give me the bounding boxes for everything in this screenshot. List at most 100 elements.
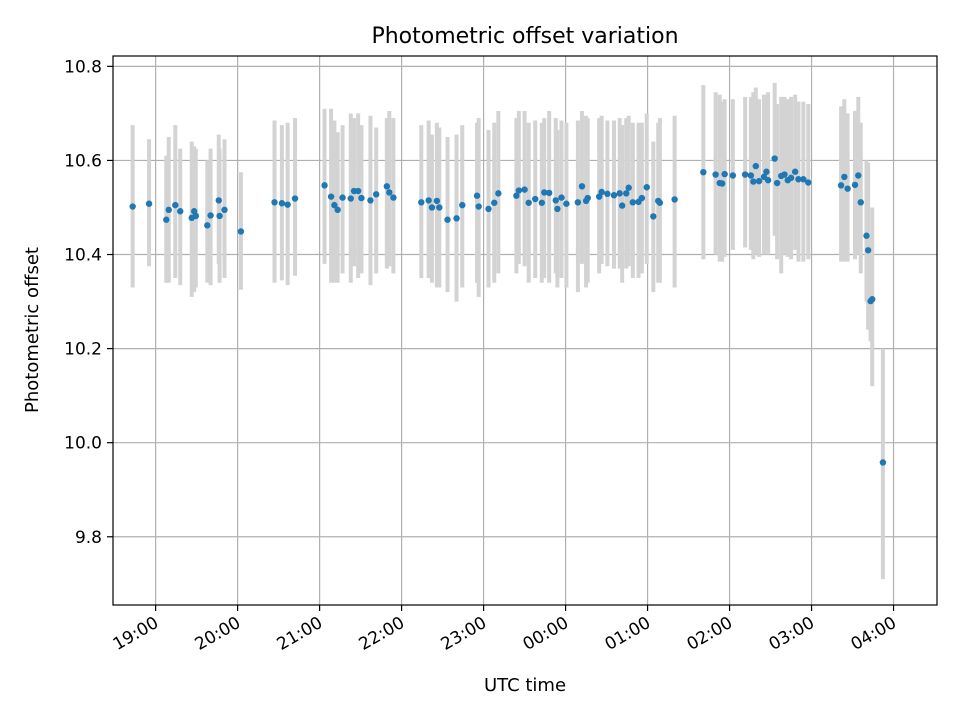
- data-point: [844, 185, 851, 192]
- data-point: [584, 194, 591, 202]
- data-point: [271, 199, 278, 206]
- data-point: [165, 206, 172, 214]
- x-tick-label: 23:00: [438, 613, 490, 655]
- data-point: [773, 179, 781, 187]
- data-point: [671, 196, 678, 203]
- data-point: [752, 162, 760, 170]
- data-point: [485, 205, 492, 213]
- data-point: [177, 208, 184, 215]
- data-point: [721, 170, 728, 178]
- data-point: [321, 182, 328, 189]
- data-points: [129, 155, 887, 466]
- y-tick-label: 9.8: [75, 528, 102, 548]
- data-point: [800, 176, 807, 183]
- data-point: [521, 186, 528, 193]
- axes-frame: [112, 55, 938, 606]
- data-point: [712, 171, 719, 178]
- x-axis-label: UTC time: [484, 675, 566, 696]
- data-point: [418, 199, 425, 206]
- data-point: [879, 459, 887, 466]
- data-point: [215, 197, 222, 204]
- x-tick-label: 22:00: [356, 613, 408, 655]
- data-point: [284, 201, 291, 208]
- data-point: [495, 190, 502, 197]
- x-tick-label: 19:00: [110, 613, 162, 655]
- data-point: [755, 177, 763, 185]
- data-point: [390, 194, 397, 201]
- data-point: [552, 197, 559, 204]
- data-point: [616, 190, 623, 197]
- data-point: [563, 200, 570, 207]
- data-point: [787, 174, 795, 182]
- data-point: [541, 189, 548, 196]
- data-point: [532, 195, 539, 203]
- data-point: [386, 189, 393, 196]
- data-point: [741, 171, 749, 178]
- data-point: [204, 222, 211, 229]
- data-point: [771, 155, 778, 162]
- y-tick-label: 10.6: [64, 151, 102, 171]
- data-point: [327, 193, 335, 200]
- data-point: [453, 215, 460, 222]
- data-point: [367, 197, 374, 204]
- y-tick-label: 10.2: [64, 340, 102, 360]
- data-point: [764, 176, 772, 184]
- data-point: [291, 195, 299, 202]
- data-point: [750, 178, 757, 185]
- data-point: [578, 183, 586, 190]
- data-point: [433, 197, 441, 205]
- data-point: [841, 173, 848, 181]
- data-point: [358, 194, 365, 202]
- data-point: [339, 194, 346, 201]
- data-point: [656, 199, 664, 206]
- chart-title: Photometric offset variation: [371, 24, 678, 49]
- data-point: [163, 216, 170, 223]
- data-point: [638, 194, 646, 202]
- data-point: [444, 216, 451, 223]
- x-tick-label: 21:00: [274, 613, 326, 655]
- data-point: [837, 182, 845, 189]
- data-point: [192, 212, 200, 220]
- data-point: [747, 172, 755, 179]
- data-point: [700, 168, 707, 176]
- data-point: [473, 192, 481, 199]
- data-point: [383, 183, 391, 190]
- x-tick-label: 01:00: [602, 613, 654, 655]
- data-point: [574, 199, 582, 206]
- x-tick-label: 03:00: [766, 613, 818, 655]
- data-point: [863, 232, 870, 239]
- data-point: [475, 203, 482, 210]
- x-tick-label: 02:00: [684, 613, 736, 655]
- data-point: [795, 176, 802, 183]
- y-axis-label: Photometric offset: [22, 247, 43, 413]
- data-point: [805, 179, 812, 186]
- data-point: [436, 204, 443, 211]
- x-tick-label: 00:00: [520, 613, 572, 655]
- data-point: [851, 181, 859, 189]
- x-tick-label: 04:00: [848, 613, 900, 655]
- data-point: [598, 188, 605, 196]
- data-point: [545, 189, 553, 197]
- error-bars: [130, 82, 885, 580]
- data-point: [558, 194, 565, 201]
- y-tick-label: 10.4: [64, 246, 102, 266]
- y-tick-label: 10.8: [64, 57, 102, 77]
- data-point: [491, 199, 498, 206]
- data-point: [629, 199, 637, 206]
- data-point: [857, 199, 864, 206]
- data-point: [513, 192, 520, 199]
- x-tick-label: 20:00: [192, 613, 244, 655]
- data-point: [623, 190, 630, 197]
- data-point: [278, 200, 286, 207]
- data-point: [864, 247, 872, 254]
- data-point: [347, 195, 354, 202]
- data-point: [869, 296, 876, 303]
- data-point: [781, 171, 788, 178]
- data-point: [515, 187, 523, 194]
- data-point: [334, 206, 341, 214]
- data-point: [216, 212, 223, 220]
- y-tick-label: 10.0: [64, 434, 102, 454]
- data-point: [129, 203, 136, 210]
- data-point: [207, 212, 214, 219]
